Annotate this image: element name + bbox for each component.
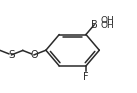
Text: O: O	[30, 50, 38, 60]
Text: OH: OH	[101, 21, 115, 31]
Text: S: S	[8, 50, 15, 60]
Text: OH: OH	[101, 16, 115, 25]
Text: F: F	[83, 72, 89, 82]
Text: B: B	[91, 20, 98, 30]
